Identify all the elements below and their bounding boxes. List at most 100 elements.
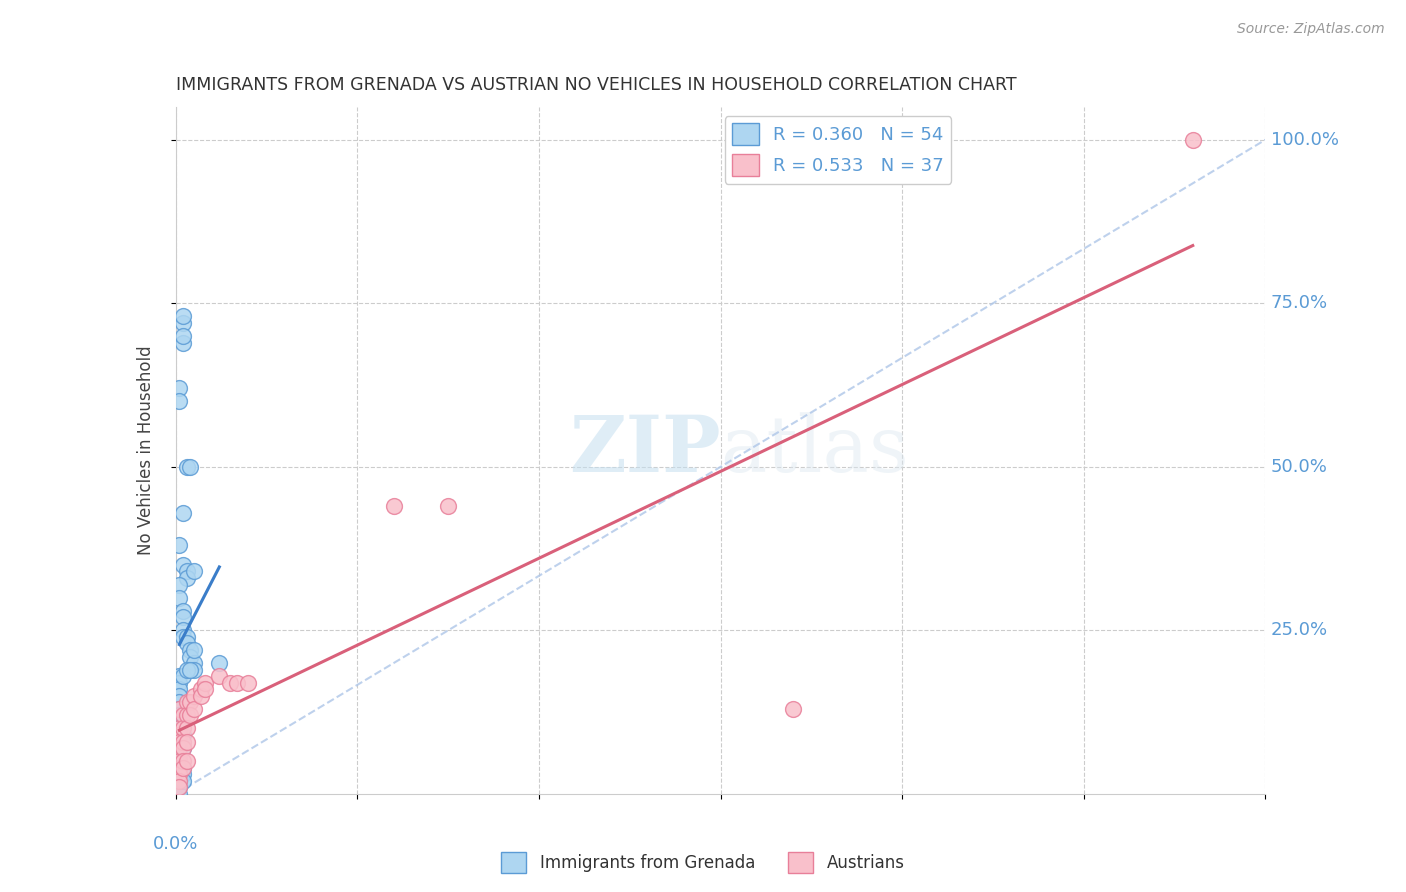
Legend: Immigrants from Grenada, Austrians: Immigrants from Grenada, Austrians	[495, 846, 911, 880]
Point	[172, 767, 194, 781]
Text: ZIP: ZIP	[569, 412, 721, 489]
Point	[169, 767, 191, 781]
Text: 50.0%: 50.0%	[1271, 458, 1327, 475]
Point	[169, 675, 191, 690]
Point	[169, 734, 191, 748]
Point	[169, 714, 191, 729]
Point	[176, 734, 198, 748]
Point	[169, 747, 191, 762]
Point	[172, 610, 194, 624]
Point	[172, 630, 194, 644]
Point	[226, 675, 249, 690]
Point	[169, 695, 191, 709]
Point	[172, 741, 194, 756]
Point	[238, 675, 260, 690]
Text: IMMIGRANTS FROM GRENADA VS AUSTRIAN NO VEHICLES IN HOUSEHOLD CORRELATION CHART: IMMIGRANTS FROM GRENADA VS AUSTRIAN NO V…	[176, 77, 1017, 95]
Point	[176, 565, 198, 579]
Point	[169, 722, 191, 736]
Point	[176, 630, 198, 644]
Point	[208, 656, 231, 670]
Point	[176, 695, 198, 709]
Text: 75.0%: 75.0%	[1271, 294, 1329, 312]
Point	[169, 702, 191, 716]
Point	[172, 329, 194, 343]
Point	[172, 761, 194, 775]
Text: 25.0%: 25.0%	[1271, 622, 1329, 640]
Point	[179, 695, 201, 709]
Point	[169, 773, 191, 788]
Point	[183, 643, 205, 657]
Point	[176, 636, 198, 650]
Point	[169, 708, 191, 723]
Point	[172, 316, 194, 330]
Point	[169, 394, 191, 409]
Point	[169, 780, 191, 795]
Point	[382, 499, 405, 513]
Text: 100.0%: 100.0%	[1271, 131, 1339, 149]
Point	[176, 571, 198, 585]
Point	[172, 335, 194, 350]
Text: Source: ZipAtlas.com: Source: ZipAtlas.com	[1237, 22, 1385, 37]
Point	[172, 708, 194, 723]
Point	[169, 538, 191, 552]
Point	[179, 649, 201, 664]
Point	[169, 682, 191, 697]
Point	[190, 689, 212, 703]
Point	[437, 499, 460, 513]
Point	[190, 682, 212, 697]
Point	[169, 754, 191, 768]
Point	[176, 708, 198, 723]
Point	[169, 689, 191, 703]
Point	[169, 754, 191, 768]
Point	[169, 381, 191, 395]
Point	[194, 675, 217, 690]
Point	[169, 728, 191, 742]
Point	[176, 459, 198, 474]
Point	[169, 669, 191, 683]
Text: 0.0%: 0.0%	[153, 835, 198, 853]
Point	[176, 663, 198, 677]
Point	[219, 675, 242, 690]
Legend: R = 0.360   N = 54, R = 0.533   N = 37: R = 0.360 N = 54, R = 0.533 N = 37	[724, 116, 952, 184]
Point	[176, 722, 198, 736]
Point	[169, 787, 191, 801]
Point	[183, 702, 205, 716]
Point	[169, 767, 191, 781]
Point	[172, 624, 194, 638]
Point	[172, 734, 194, 748]
Point	[172, 558, 194, 572]
Point	[169, 722, 191, 736]
Point	[172, 773, 194, 788]
Point	[179, 663, 201, 677]
Point	[179, 459, 201, 474]
Y-axis label: No Vehicles in Household: No Vehicles in Household	[136, 345, 155, 556]
Point	[169, 780, 191, 795]
Point	[179, 708, 201, 723]
Point	[172, 761, 194, 775]
Point	[179, 643, 201, 657]
Point	[169, 728, 191, 742]
Point	[183, 689, 205, 703]
Point	[169, 761, 191, 775]
Point	[169, 702, 191, 716]
Point	[169, 734, 191, 748]
Point	[169, 761, 191, 775]
Point	[172, 754, 194, 768]
Point	[176, 754, 198, 768]
Point	[183, 565, 205, 579]
Point	[172, 669, 194, 683]
Point	[172, 604, 194, 618]
Point	[1181, 133, 1204, 147]
Point	[169, 773, 191, 788]
Text: atlas: atlas	[721, 413, 910, 488]
Point	[183, 656, 205, 670]
Point	[208, 669, 231, 683]
Point	[172, 722, 194, 736]
Point	[782, 702, 804, 716]
Point	[172, 506, 194, 520]
Point	[172, 310, 194, 324]
Point	[172, 728, 194, 742]
Point	[169, 741, 191, 756]
Point	[169, 577, 191, 591]
Point	[169, 591, 191, 605]
